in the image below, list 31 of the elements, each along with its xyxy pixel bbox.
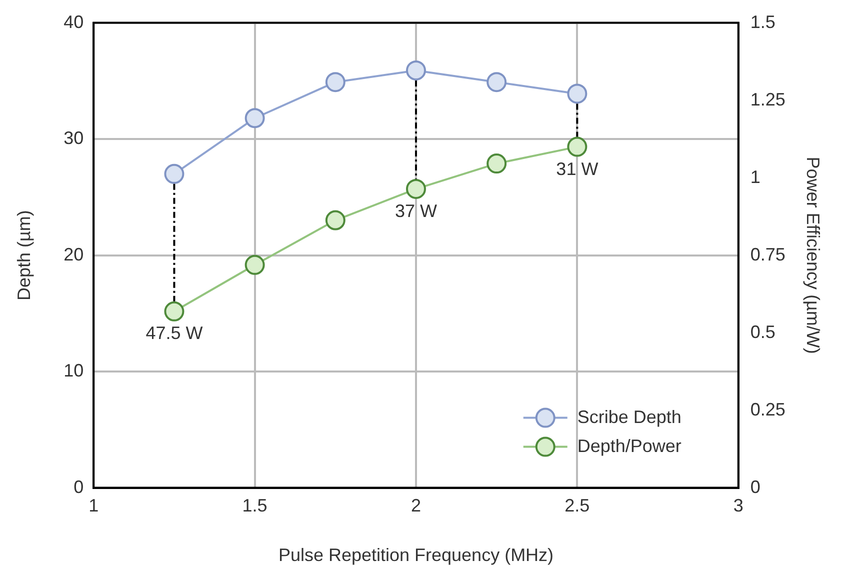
y2-tick-label: 0.25 (750, 399, 786, 420)
annotation: 47.5 W (146, 323, 203, 344)
annotation: 31 W (556, 159, 598, 180)
y2-axis-title: Power Efficiency (µm/W) (803, 156, 824, 354)
y2-tick-label: 1 (750, 166, 760, 187)
point (325, 72, 346, 92)
x-tick-label: 2 (410, 496, 421, 516)
annotation: 37 W (394, 201, 438, 222)
y2-tick-label: 1.25 (750, 89, 786, 110)
y2-tick-label: 1.5 (750, 12, 776, 32)
point (567, 84, 588, 104)
point (486, 72, 507, 92)
y-tick-label: 0 (74, 476, 84, 497)
x-tick-label: 1 (88, 496, 99, 516)
y2-tick-label: 0.5 (750, 322, 776, 342)
y-tick-label: 20 (64, 244, 84, 264)
y-tick-label: 10 (64, 360, 84, 381)
x-tick-label: 3 (733, 496, 744, 516)
y-tick-label: 30 (64, 128, 84, 148)
legend-label: Scribe Depth (577, 406, 682, 427)
y-tick-label: 40 (64, 12, 84, 32)
x-tick-label: 1.5 (242, 496, 268, 516)
y2-tick-label: 0 (750, 476, 760, 497)
point (164, 164, 184, 184)
y-axis-title: Depth (µm) (14, 210, 34, 300)
point (244, 108, 265, 128)
point (406, 60, 426, 80)
legend-label: Depth/Power (577, 436, 682, 456)
x-axis-title: Pulse Repetition Frequency (MHz) (278, 545, 554, 566)
y2-tick-label: 0.75 (750, 244, 786, 264)
x-tick-label: 2.5 (564, 496, 590, 516)
